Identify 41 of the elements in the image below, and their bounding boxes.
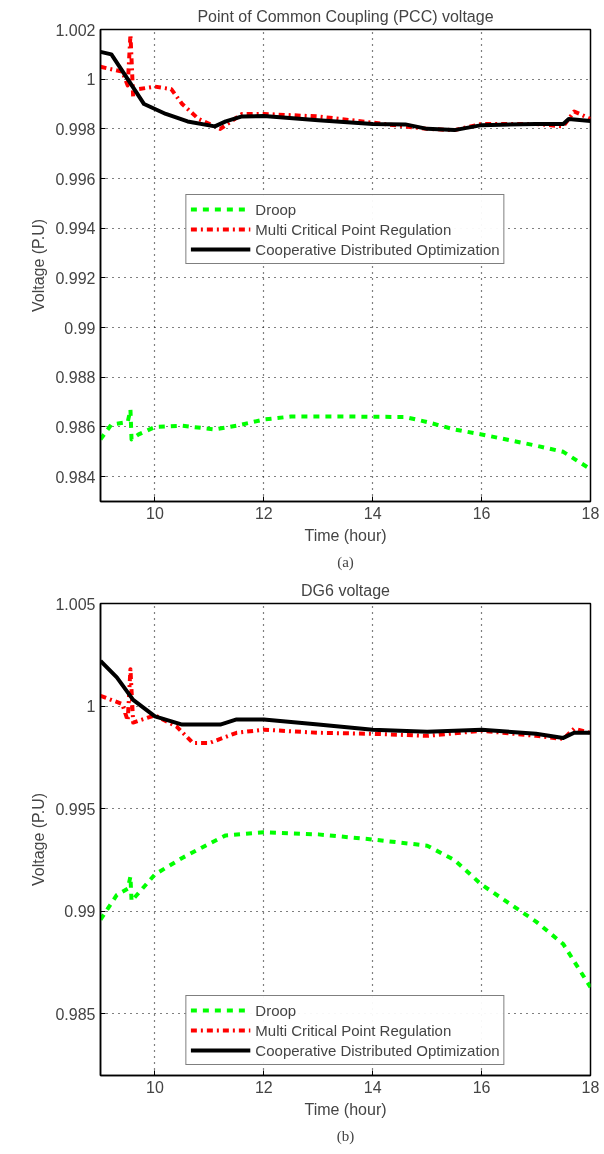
x-tick-label: 18	[581, 504, 600, 522]
chart-title: DG6 voltage	[301, 581, 391, 599]
y-tick-label: 0.988	[55, 369, 96, 387]
x-tick-label: 16	[472, 504, 491, 522]
y-tick-label: 0.99	[64, 319, 96, 337]
y-tick-label: 1	[86, 71, 96, 89]
legend-label: Cooperative Distributed Optimization	[255, 1041, 500, 1059]
y-tick-label: 1.002	[55, 21, 96, 39]
line-series	[100, 830, 591, 990]
y-tick-label: 0.994	[55, 220, 96, 238]
x-tick-label: 12	[254, 1078, 273, 1096]
legend-label: Multi Critical Point Regulation	[255, 220, 452, 238]
x-tick-label: 10	[146, 1078, 164, 1096]
x-tick-label: 18	[581, 1078, 600, 1096]
x-tick-label: 10	[146, 504, 164, 522]
y-tick-label: 0.995	[55, 800, 96, 818]
x-axis-title: Time (hour)	[304, 1100, 387, 1118]
legend-label: Multi Critical Point Regulation	[255, 1021, 452, 1039]
y-tick-label: 0.99	[64, 903, 96, 921]
chart-title: Point of Common Coupling (PCC) voltage	[197, 7, 494, 25]
y-tick-label: 1.005	[55, 595, 96, 613]
line-series	[100, 667, 591, 746]
x-tick-label: 12	[254, 504, 273, 522]
x-tick-label: 16	[472, 1078, 491, 1096]
x-tick-label: 14	[363, 504, 382, 522]
y-tick-label: 0.986	[55, 418, 96, 436]
text: (a)	[337, 553, 354, 571]
y-tick-label: 0.985	[55, 1005, 96, 1023]
legend-label: Cooperative Distributed Optimization	[255, 240, 500, 258]
legend-label: Droop	[255, 200, 297, 218]
y-tick-label: 0.998	[55, 120, 96, 138]
y-tick-label: 0.984	[55, 468, 96, 486]
legend-label: Droop	[255, 1001, 297, 1019]
y-axis-title: Voltage (P.U)	[30, 792, 48, 887]
y-tick-label: 0.992	[55, 269, 96, 287]
y-tick-label: 0.996	[55, 170, 96, 188]
text: (b)	[336, 1127, 355, 1145]
y-axis-title: Voltage (P.U)	[30, 218, 48, 313]
y-tick-label: 1	[86, 698, 96, 716]
x-tick-label: 14	[363, 1078, 382, 1096]
x-axis-title: Time (hour)	[304, 526, 387, 544]
